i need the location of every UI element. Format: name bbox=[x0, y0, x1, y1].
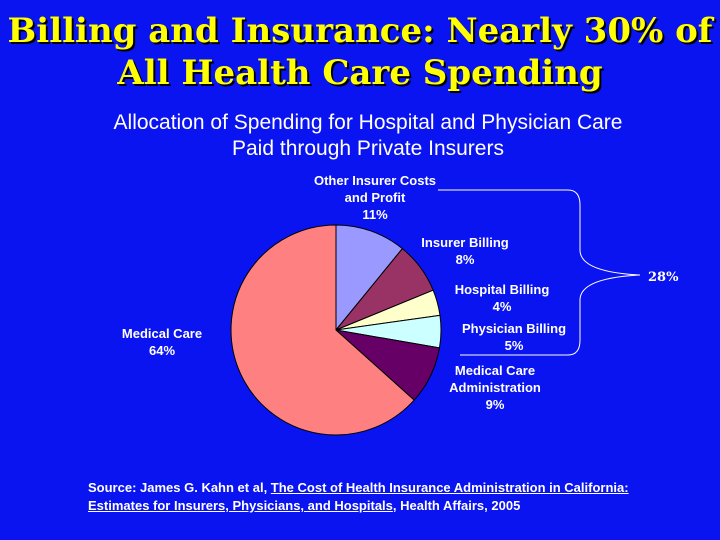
slide-title: Billing and Insurance: Nearly 30% of All… bbox=[7, 11, 713, 93]
slice-name-label-0-1: and Profit bbox=[345, 190, 406, 205]
slice-name-label-4-1: Administration bbox=[449, 380, 541, 395]
pie-slice-other-insurer-costs-and-profit bbox=[335, 224, 404, 332]
source-title-line1: The Cost of Health Insurance Administrat… bbox=[270, 480, 629, 495]
bracket-line bbox=[438, 189, 641, 356]
source-title-line2: Estimates for Insurers, Physicians, and … bbox=[88, 498, 393, 513]
slice-value-label-0-2: 11% bbox=[362, 207, 388, 222]
slice-name-label-5-0: Medical Care bbox=[122, 326, 202, 341]
slice-name-label-1-0: Insurer Billing bbox=[421, 235, 508, 250]
slice-name-label-3-0: Physician Billing bbox=[462, 321, 566, 336]
slice-name-label-0-0: Other Insurer Costs bbox=[314, 173, 436, 188]
slice-name-label-2-0: Hospital Billing bbox=[455, 282, 550, 297]
pie-slices bbox=[230, 224, 442, 436]
slice-value-label-4-2: 9% bbox=[486, 397, 505, 412]
slice-value-label-2-1: 4% bbox=[493, 299, 512, 314]
slice-value-label-1-1: 8% bbox=[456, 252, 475, 267]
chart-title: Allocation of Spending for Hospital and … bbox=[113, 111, 623, 160]
source-suffix: , Health Affairs, 2005 bbox=[392, 498, 521, 513]
bracket-total-label: 28% bbox=[648, 270, 679, 285]
slice-value-label-3-1: 5% bbox=[505, 338, 524, 353]
source-citation: Source: James G. Kahn et al, The Cost of… bbox=[88, 479, 708, 515]
source-prefix: Source: James G. Kahn et al, bbox=[88, 480, 271, 495]
pie-slice-medical-care bbox=[230, 224, 415, 436]
pie-labels: Other Insurer Costs and Profit 11% Insurer … bbox=[122, 173, 566, 412]
slice-value-label-5-1: 64% bbox=[149, 343, 175, 358]
slice-name-label-4-0: Medical Care bbox=[455, 363, 535, 378]
